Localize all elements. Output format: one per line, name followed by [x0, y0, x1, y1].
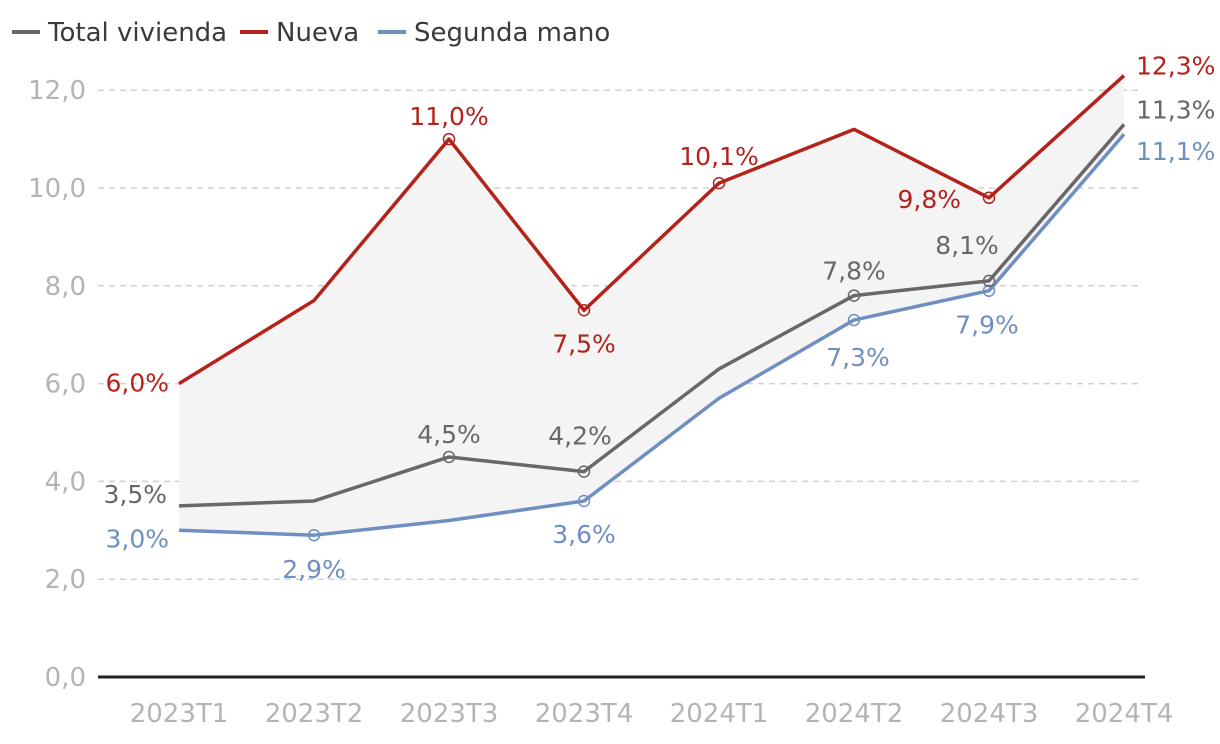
series-line-nueva	[178, 74, 1126, 386]
legend-label: Total vivienda	[47, 18, 227, 48]
data-label: 11,1%	[1136, 137, 1215, 166]
data-point-marker	[982, 191, 996, 205]
data-label: 6,0%	[105, 369, 169, 398]
data-point-marker	[712, 176, 726, 190]
data-label: 8,1%	[935, 231, 999, 260]
x-tick-label: 2023T3	[400, 699, 499, 729]
legend-label: Segunda mano	[414, 18, 610, 48]
x-tick-label: 2024T3	[940, 699, 1039, 729]
x-axis: 2023T1 2023T2 2023T3 2023T4 2024T1 2024T2 2024…	[130, 699, 1174, 729]
y-tick-label: 2,0	[45, 565, 86, 595]
x-tick-label: 2024T4	[1075, 699, 1174, 729]
data-point-marker	[577, 465, 591, 478]
data-label: 7,5%	[552, 329, 616, 358]
data-point-marker	[307, 528, 321, 542]
data-point-marker	[577, 304, 591, 317]
data-labels: 3,5% 4,5% 4,2% 7,8% 8,1% 11,3% 6,0% 11,0% 7,5% 10…	[103, 52, 1215, 585]
data-label: 7,8%	[822, 257, 886, 286]
series-line-segunda-mano	[178, 133, 1126, 537]
data-label: 9,8%	[897, 185, 961, 214]
data-label: 3,5%	[103, 480, 167, 509]
y-tick-label: 10,0	[28, 174, 86, 204]
x-tick-label: 2023T2	[265, 699, 364, 729]
data-label: 7,3%	[826, 343, 890, 372]
data-label: 11,3%	[1136, 95, 1215, 124]
data-point-marker	[982, 284, 996, 297]
y-tick-label: 12,0	[28, 76, 86, 106]
data-point-marker	[442, 132, 456, 146]
data-label: 4,2%	[548, 422, 612, 451]
data-label: 10,1%	[679, 142, 758, 171]
y-axis: 0,0 2,0 4,0 6,0 8,0 10,0 12,0	[28, 76, 86, 693]
x-tick-label: 2024T2	[805, 699, 904, 729]
data-label: 3,0%	[105, 524, 169, 553]
y-tick-label: 4,0	[45, 467, 86, 497]
data-point-marker	[577, 494, 591, 508]
data-label: 4,5%	[417, 420, 481, 449]
legend: Total vivienda Nueva Segunda mano	[12, 18, 610, 48]
x-tick-label: 2023T4	[535, 699, 634, 729]
data-point-marker	[442, 450, 456, 464]
legend-label: Nueva	[276, 18, 359, 48]
data-point-marker	[982, 274, 996, 288]
data-label: 3,6%	[552, 520, 616, 549]
data-label: 11,0%	[409, 102, 488, 131]
y-tick-label: 0,0	[45, 663, 86, 693]
x-tick-label: 2023T1	[130, 699, 229, 729]
y-tick-label: 6,0	[45, 370, 86, 400]
x-tick-label: 2024T1	[670, 699, 769, 729]
data-label: 2,9%	[282, 555, 346, 584]
shaded-band	[179, 75, 1124, 536]
y-tick-label: 8,0	[45, 272, 86, 302]
series-line-total-vivienda	[178, 123, 1126, 508]
data-label: 7,9%	[955, 311, 1019, 340]
data-point-marker	[847, 313, 861, 327]
data-label: 12,3%	[1136, 52, 1215, 81]
data-point-marker	[847, 289, 861, 302]
series-group	[178, 74, 1126, 542]
